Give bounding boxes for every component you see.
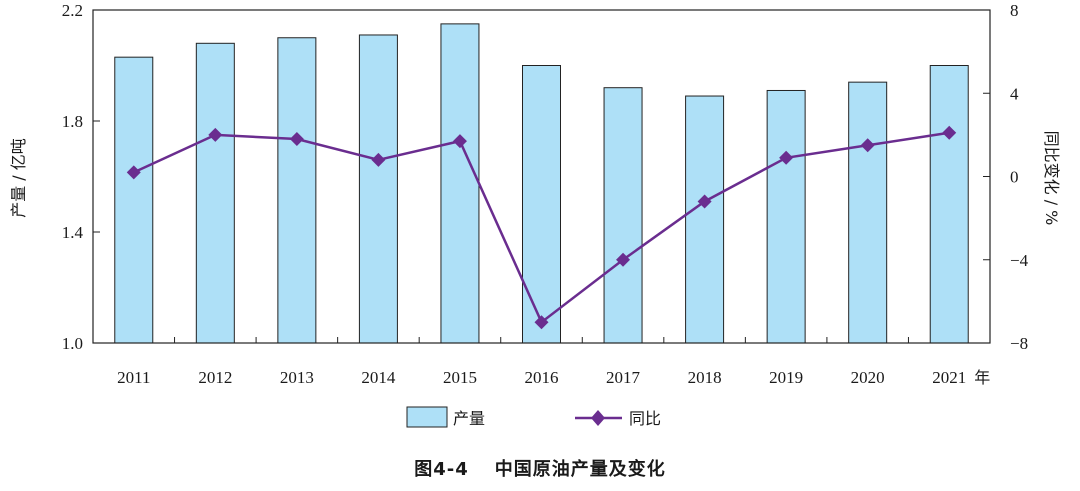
line-point-2015 (452, 134, 467, 149)
line-point-2019 (779, 150, 794, 165)
legend-diamond-icon (591, 410, 605, 426)
y-right-tick-label: −8 (1010, 334, 1028, 353)
bar-2014 (358, 34, 398, 344)
line-point-2020 (860, 138, 875, 153)
line-point-2012 (208, 127, 223, 142)
line-point-2014 (371, 152, 386, 167)
bar-2020 (848, 81, 888, 344)
y-right-tick-label: 4 (1010, 84, 1019, 103)
legend-swatch-bar (406, 406, 448, 428)
x-axis-unit: 年 (974, 368, 990, 387)
y-left-tick-label: 1.0 (62, 334, 83, 353)
y-right-tick-label: 8 (1010, 1, 1019, 20)
y-right-tick-label: −4 (1010, 251, 1029, 270)
line-point-2013 (289, 132, 304, 147)
line-point-2021 (942, 125, 957, 140)
x-tick-label-2012: 2012 (198, 368, 232, 387)
x-tick-label-2018: 2018 (688, 368, 722, 387)
bar-2019 (766, 89, 806, 344)
line-point-2011 (126, 165, 141, 180)
plot-area: 1.0 1.4 1.8 2.2 −8 −4 0 4 8 2011 2012 2013 2014 2015 2… (62, 1, 1029, 387)
legend-label-line: 同比 (629, 409, 661, 428)
bar-2011 (114, 56, 154, 344)
combo-chart: 1.0 1.4 1.8 2.2 −8 −4 0 4 8 2011 2012 2013 2014 2015 2… (9, 1, 1061, 428)
x-tick-label-2017: 2017 (606, 368, 641, 387)
bar-2017 (603, 87, 643, 344)
y-left-tick-label: 2.2 (62, 1, 83, 20)
legend: 产量 同比 (406, 406, 661, 428)
bar-2013 (277, 37, 317, 344)
x-tick-label-2020: 2020 (851, 368, 885, 387)
figure-caption: 图4-4 中国原油产量及变化 (0, 455, 1080, 481)
bar-2012 (195, 42, 235, 344)
bar-2018 (685, 95, 725, 344)
x-tick-label-2019: 2019 (769, 368, 803, 387)
y-left-tick-label: 1.8 (62, 112, 83, 131)
x-tick-label-2015: 2015 (443, 368, 477, 387)
legend-label-bar: 产量 (453, 409, 485, 428)
x-tick-label-2013: 2013 (280, 368, 314, 387)
line-point-2018 (697, 194, 712, 209)
y-axis-left-title: 产量 / 亿吨 (9, 138, 28, 218)
bar-2016 (522, 65, 561, 344)
x-tick-label-2021: 2021 (932, 368, 966, 387)
y-left-tick-label: 1.4 (62, 223, 84, 242)
line-point-2016 (534, 315, 549, 330)
line-point-2017 (616, 252, 631, 267)
figure-number: 图4-4 (414, 459, 469, 480)
bar-2015 (440, 23, 480, 344)
x-tick-label-2011: 2011 (117, 368, 150, 387)
figure-title: 中国原油产量及变化 (494, 459, 666, 480)
y-right-tick-label: 0 (1010, 168, 1019, 187)
y-axis-right-title: 同比变化 / % (1042, 131, 1061, 226)
x-tick-label-2014: 2014 (361, 368, 396, 387)
x-tick-label-2016: 2016 (525, 368, 559, 387)
bar-2021 (929, 65, 969, 344)
